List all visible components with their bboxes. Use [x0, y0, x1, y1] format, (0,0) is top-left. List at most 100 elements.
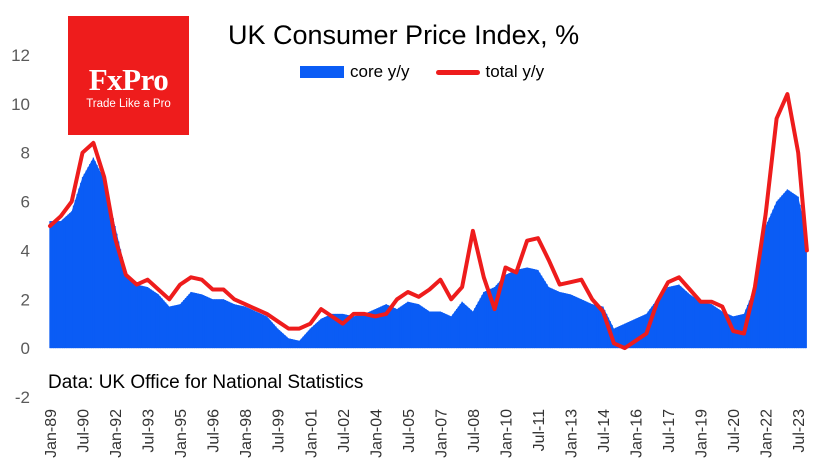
core-bar [231, 303, 234, 349]
core-bar [596, 305, 599, 349]
core-bar [676, 285, 678, 349]
core-bar [49, 221, 51, 349]
x-tick-label: Jan-22 [759, 409, 776, 458]
core-bar [519, 269, 521, 349]
core-bar [461, 301, 463, 349]
core-bar [752, 291, 754, 349]
core-bar [262, 314, 264, 349]
core-bar [730, 315, 733, 349]
core-bar [175, 304, 178, 349]
y-tick-label: 10 [11, 95, 30, 114]
core-bar [714, 306, 716, 349]
core-bar [305, 332, 308, 349]
core-bar [687, 292, 689, 349]
core-bar [669, 286, 671, 349]
core-bar [54, 221, 57, 349]
x-tick-label: Jan-04 [368, 409, 385, 458]
core-bar [116, 233, 118, 349]
core-bar [331, 313, 333, 349]
core-bar [244, 306, 246, 349]
core-bar [67, 214, 69, 349]
core-bar [318, 320, 320, 349]
core-bar [78, 188, 80, 349]
x-tick-label: Jul-90 [76, 409, 93, 453]
core-bar [551, 288, 554, 349]
core-bar [512, 271, 514, 349]
core-bar [51, 221, 53, 349]
core-bar [582, 300, 584, 349]
core-bar [615, 327, 617, 349]
core-bar [660, 295, 662, 349]
core-bar [316, 322, 319, 349]
core-bar [90, 160, 93, 349]
core-bar [557, 291, 559, 349]
core-bar [493, 287, 496, 349]
core-bar [208, 297, 210, 349]
core-bar [179, 304, 181, 349]
core-bar [475, 304, 478, 349]
core-bar [466, 306, 469, 349]
core-bar [219, 299, 221, 349]
core-bar [394, 308, 396, 349]
core-bar [707, 303, 709, 349]
y-tick-label: 12 [11, 46, 30, 65]
y-tick-label: -2 [15, 388, 30, 407]
core-bar [468, 308, 470, 349]
core-bar [456, 309, 458, 349]
core-bar [333, 313, 335, 349]
core-bar [132, 280, 134, 349]
core-bar [215, 299, 217, 349]
core-bar [381, 305, 384, 349]
core-bar [544, 281, 546, 349]
core-bar [701, 302, 704, 349]
legend-label-core: core y/y [350, 62, 410, 81]
core-bar [801, 212, 803, 349]
core-bar [786, 189, 789, 349]
core-bar [313, 325, 315, 349]
core-bar [790, 191, 792, 349]
core-bar [662, 293, 664, 349]
core-bar [604, 310, 606, 349]
core-bar [689, 294, 691, 349]
core-bar [653, 304, 655, 349]
core-bar [495, 285, 498, 349]
core-bar [174, 305, 176, 349]
core-bar [533, 269, 536, 349]
core-bar [251, 309, 254, 349]
core-bar [213, 299, 216, 349]
core-bar [522, 268, 525, 349]
core-bar [65, 216, 67, 349]
core-bar [681, 287, 684, 349]
core-bar [87, 167, 89, 349]
core-bar [418, 304, 420, 349]
core-bar [311, 326, 313, 349]
core-bar [222, 299, 225, 349]
core-bar [477, 301, 479, 349]
core-bar [553, 289, 555, 349]
core-bar [130, 278, 132, 349]
x-tick-label: Jul-99 [271, 409, 288, 453]
core-bar [157, 294, 160, 349]
core-bar [779, 197, 781, 349]
core-bar [293, 339, 295, 349]
core-bar [446, 314, 449, 349]
core-bar [772, 209, 774, 349]
core-bar [484, 291, 487, 349]
core-bar [671, 286, 673, 349]
core-bar [727, 313, 729, 349]
core-bar [118, 241, 120, 349]
core-bar [199, 293, 201, 349]
core-bar [698, 300, 700, 349]
core-bar [58, 221, 60, 349]
core-bar [560, 292, 563, 349]
core-bar [629, 321, 631, 349]
core-bar [387, 304, 389, 349]
core-bar [170, 306, 172, 349]
core-bar [587, 302, 590, 349]
core-bar [569, 294, 572, 349]
y-tick-label: 8 [21, 144, 30, 163]
core-bar [486, 290, 489, 349]
core-bar [237, 304, 239, 349]
core-bar [633, 319, 635, 349]
